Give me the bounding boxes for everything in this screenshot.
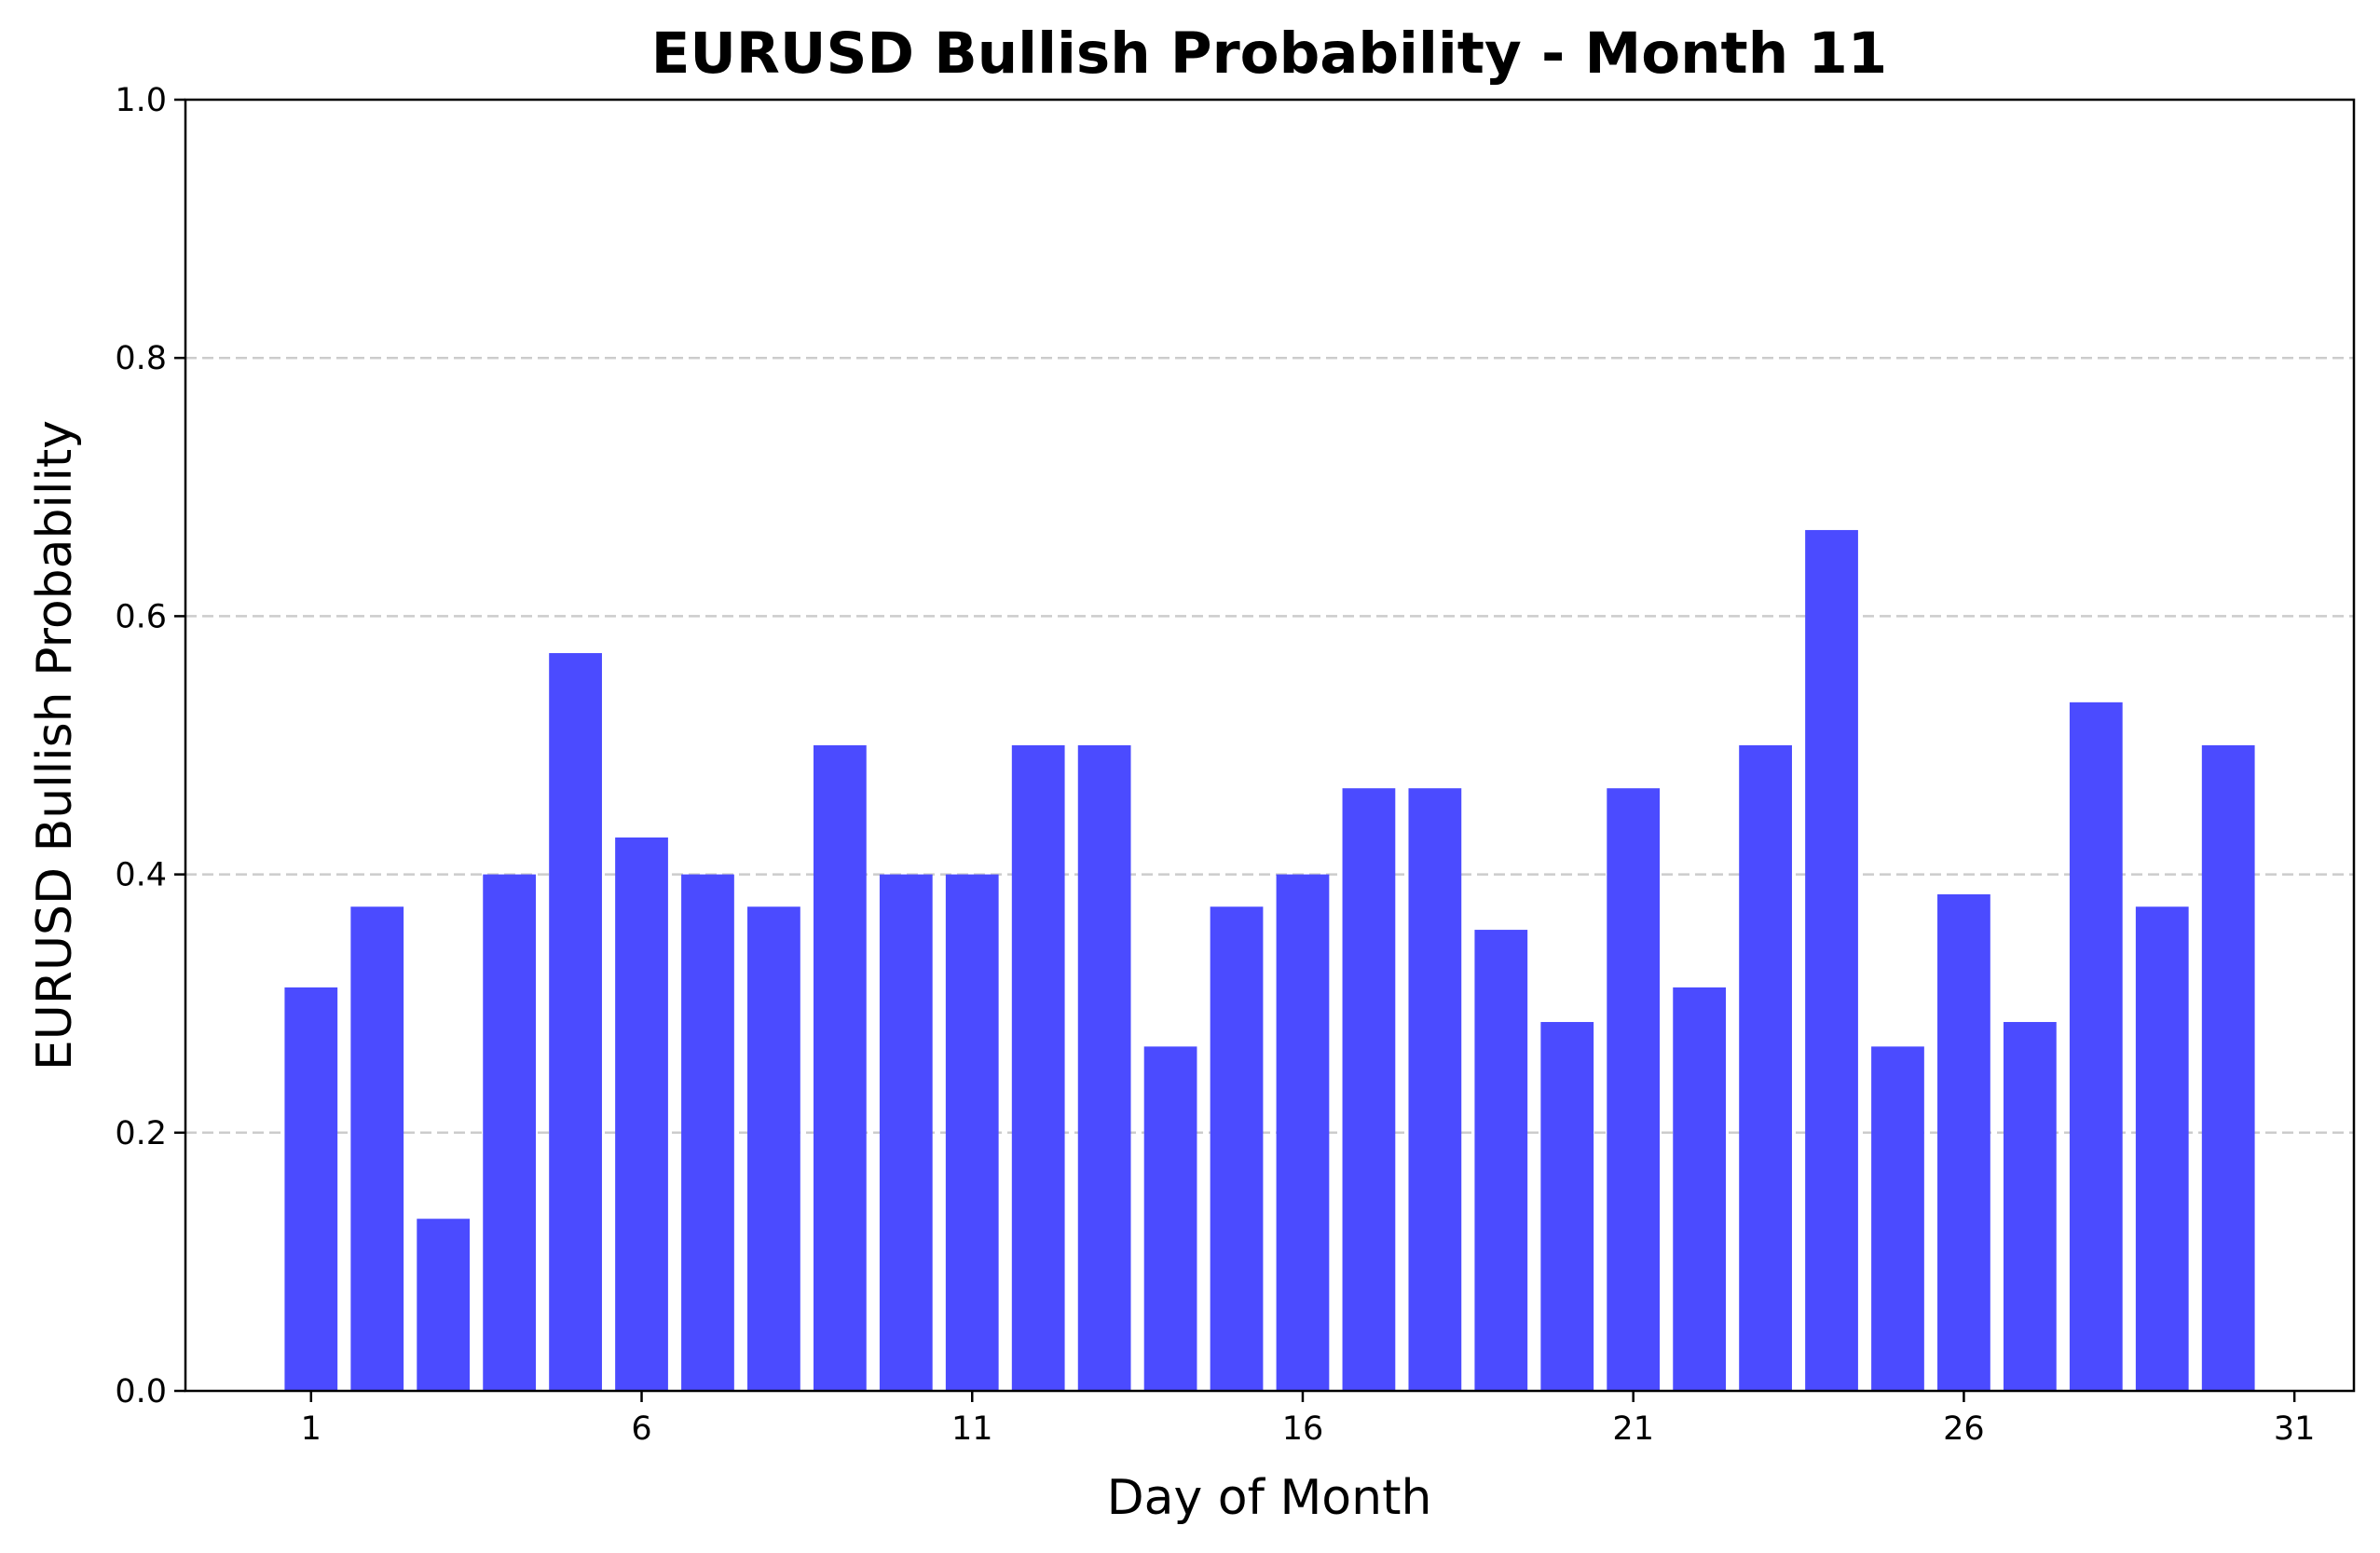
bars [284,529,2255,1391]
y-tick-label-0: 0.0 [115,1373,167,1410]
bar-day-30 [2201,745,2255,1391]
bar-day-26 [1937,893,1990,1391]
y-tick-label-2: 0.4 [115,857,167,894]
y-axis-ticks: 0.0 0.2 0.4 0.6 0.8 1.0 [115,82,185,1410]
bar-day-13 [1077,745,1131,1391]
x-axis-label: Day of Month [1107,1470,1432,1526]
x-tick-label-2: 11 [951,1410,993,1448]
x-tick-label-0: 1 [301,1410,321,1448]
bar-day-21 [1607,788,1661,1391]
bar-day-10 [879,874,933,1391]
y-tick-label-5: 1.0 [115,82,167,119]
bar-day-12 [1011,745,1065,1391]
bar-day-17 [1342,788,1396,1391]
bar-day-20 [1540,1022,1594,1391]
grid-lines [185,356,2354,1135]
bar-day-28 [2069,702,2123,1391]
bar-day-15 [1210,906,1264,1391]
bar-day-1 [284,987,338,1391]
bar-day-7 [681,874,734,1391]
bar-day-6 [615,837,668,1391]
y-tick-label-4: 0.8 [115,340,167,377]
bar-day-18 [1408,788,1462,1391]
bar-day-22 [1673,987,1727,1391]
bar-day-16 [1276,874,1330,1391]
bar-day-24 [1805,529,1858,1391]
plot-frame [184,98,2356,1393]
x-tick-label-1: 6 [631,1410,651,1448]
x-axis-ticks: 1 6 11 16 21 26 31 [301,1391,2316,1448]
y-tick-label-1: 0.2 [115,1115,167,1152]
bar-day-3 [417,1219,471,1391]
bar-day-11 [945,874,999,1391]
x-tick-label-3: 16 [1282,1410,1324,1448]
x-tick-label-5: 26 [1943,1410,1985,1448]
bar-day-9 [813,745,867,1391]
bar-day-19 [1474,930,1528,1391]
y-tick-label-3: 0.6 [115,598,167,635]
bar-day-2 [350,906,404,1391]
bar-day-27 [2003,1022,2057,1391]
bar-day-4 [483,874,537,1391]
bar-day-8 [747,906,800,1391]
bar-day-5 [549,653,602,1391]
y-axis-label: EURUSD Bullish Probability [27,420,83,1070]
chart-title: EURUSD Bullish Probability - Month 11 [651,20,1888,87]
x-tick-label-4: 21 [1612,1410,1654,1448]
x-tick-label-6: 31 [2274,1410,2316,1448]
bar-day-23 [1739,745,1792,1391]
bar-day-29 [2135,906,2189,1391]
bar-day-14 [1143,1046,1197,1391]
bar-day-25 [1871,1046,1924,1391]
